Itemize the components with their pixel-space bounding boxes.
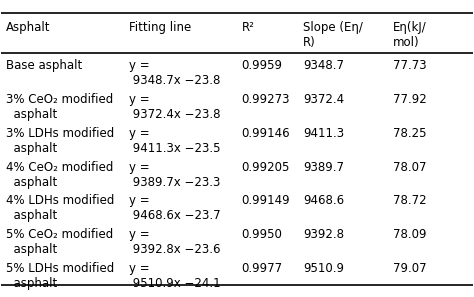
Text: Asphalt: Asphalt	[6, 21, 51, 34]
Text: 0.9950: 0.9950	[242, 228, 283, 241]
Text: Base asphalt: Base asphalt	[6, 59, 82, 72]
Text: y =
 9392.8x −23.6: y = 9392.8x −23.6	[128, 228, 220, 256]
Text: y =
 9510.9x −24.1: y = 9510.9x −24.1	[128, 262, 220, 290]
Text: 78.09: 78.09	[392, 228, 426, 241]
Text: 9372.4: 9372.4	[303, 93, 344, 106]
Text: Eη(kJ/
mol): Eη(kJ/ mol)	[392, 21, 426, 50]
Text: 77.92: 77.92	[392, 93, 426, 106]
Text: 78.25: 78.25	[392, 127, 426, 140]
Text: y =
 9389.7x −23.3: y = 9389.7x −23.3	[128, 161, 220, 189]
Text: 9510.9: 9510.9	[303, 262, 344, 275]
Text: 9392.8: 9392.8	[303, 228, 344, 241]
Text: Fitting line: Fitting line	[128, 21, 191, 34]
Text: 0.9977: 0.9977	[242, 262, 283, 275]
Text: 4% LDHs modified
  asphalt: 4% LDHs modified asphalt	[6, 195, 115, 222]
Text: y =
 9468.6x −23.7: y = 9468.6x −23.7	[128, 195, 220, 222]
Text: 0.99205: 0.99205	[242, 161, 290, 173]
Text: R²: R²	[242, 21, 255, 34]
Text: 3% CeO₂ modified
  asphalt: 3% CeO₂ modified asphalt	[6, 93, 113, 121]
Text: y =
 9372.4x −23.8: y = 9372.4x −23.8	[128, 93, 220, 121]
Text: 3% LDHs modified
  asphalt: 3% LDHs modified asphalt	[6, 127, 114, 155]
Text: Slope (Eη/
R): Slope (Eη/ R)	[303, 21, 363, 50]
Text: y =
 9348.7x −23.8: y = 9348.7x −23.8	[128, 59, 220, 87]
Text: 78.07: 78.07	[392, 161, 426, 173]
Text: 9389.7: 9389.7	[303, 161, 344, 173]
Text: 4% CeO₂ modified
  asphalt: 4% CeO₂ modified asphalt	[6, 161, 113, 189]
Text: 5% LDHs modified
  asphalt: 5% LDHs modified asphalt	[6, 262, 114, 290]
Text: 9348.7: 9348.7	[303, 59, 344, 72]
Text: 77.73: 77.73	[392, 59, 426, 72]
Text: 79.07: 79.07	[392, 262, 426, 275]
Text: y =
 9411.3x −23.5: y = 9411.3x −23.5	[128, 127, 220, 155]
Text: 78.72: 78.72	[392, 195, 426, 207]
Text: 5% CeO₂ modified
  asphalt: 5% CeO₂ modified asphalt	[6, 228, 113, 256]
Text: 0.9959: 0.9959	[242, 59, 283, 72]
Text: 9468.6: 9468.6	[303, 195, 344, 207]
Text: 0.99273: 0.99273	[242, 93, 290, 106]
Text: 9411.3: 9411.3	[303, 127, 344, 140]
Text: 0.99149: 0.99149	[242, 195, 291, 207]
Text: 0.99146: 0.99146	[242, 127, 291, 140]
